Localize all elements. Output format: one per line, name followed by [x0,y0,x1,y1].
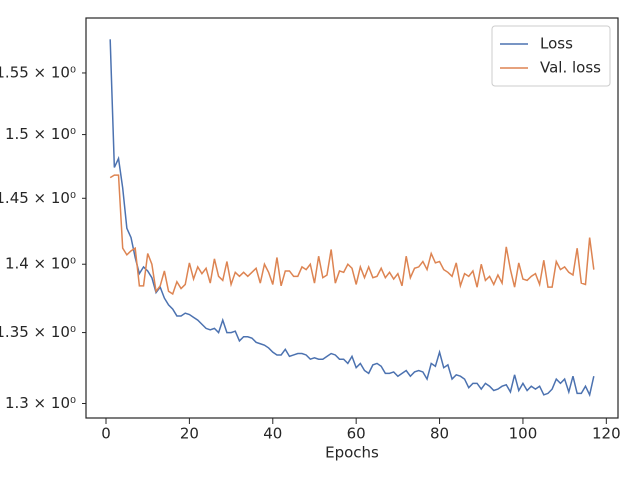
legend: Loss Val. loss [491,25,611,87]
y-tick-label: 1.45 × 10⁰ [0,189,76,207]
x-tick-label: 40 [263,425,282,443]
line-series [109,39,595,398]
axes-frame [85,17,619,419]
y-tick-label: 1.3 × 10⁰ [5,394,76,412]
x-axis-label: Epochs [325,444,379,462]
x-tick-label: 20 [180,425,199,443]
x-tick-label: 100 [509,425,538,443]
y-tick-label: 1.35 × 10⁰ [0,323,76,341]
legend-label: Val. loss [540,59,601,77]
x-tick-label: 60 [347,425,366,443]
y-tick-label: 1.55 × 10⁰ [0,63,76,81]
x-tick-label: 80 [430,425,449,443]
x-tick-label: 120 [592,425,621,443]
line-series [109,174,595,296]
legend-box [491,25,611,87]
x-tick-label: 0 [101,425,111,443]
y-tick-label: 1.4 × 10⁰ [5,255,76,273]
y-tick-label: 1.5 × 10⁰ [5,125,76,143]
legend-label: Loss [540,35,573,53]
